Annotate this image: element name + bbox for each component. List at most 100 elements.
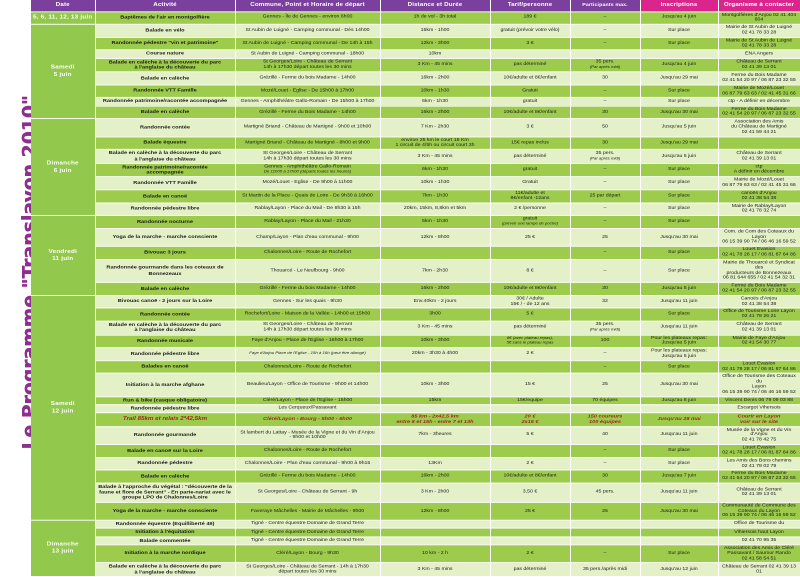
tarif-cell: 10€/adulte et 8€/enfant (490, 105, 571, 120)
commune-cell: Les Cerqueux/Passavant (235, 404, 381, 414)
inscriptions-cell: Jusqu'au 5 juin (640, 149, 719, 164)
distance-cell (380, 246, 491, 260)
organisme-cell: Vihiersois haut Layon (718, 528, 800, 538)
inscriptions-cell: Sur place (640, 444, 719, 458)
organisme-cell: Louet Evasion 02 41 78 28 17 / 06 81 87 6… (718, 360, 800, 374)
activity-cell: Run & bike (casque obligatoire) (95, 396, 236, 406)
table-row: Initiation à la marche nordique Cléré/Lay… (31, 544, 800, 564)
participants-cell: 30 (570, 105, 641, 120)
organisme-cell: Office de Tourisme Loire Layon 02 41 78 2… (718, 308, 800, 322)
tarif-cell: pas déterminé (490, 58, 571, 73)
table-row: Samedi 12 juin Bivouac canoë - 2 jours sur… (31, 295, 800, 521)
participants-cell: – (570, 97, 641, 107)
inscriptions-cell: Jusqu'au 29 mai (640, 71, 719, 86)
commune-cell: St Martin de la Place - Quais de Loire -… (235, 189, 381, 204)
tarif-cell: 20 €2x15 € (490, 412, 571, 427)
distance-cell: 15km - 1h00 (380, 24, 491, 38)
activity-cell: Balade en calèche (95, 105, 236, 120)
commune-cell: Rochefort/Loire - Maison de la Vallée - … (235, 308, 381, 322)
distance-cell: 16km - 2h00 (380, 282, 491, 296)
commune-cell: Chalonnes/Loire - Route de Rochefort (235, 360, 381, 374)
commune-cell: Grézillé - Ferme du bois Madame - 14h00 (235, 470, 381, 484)
activity-cell: Balade en calèche (95, 470, 236, 484)
activity-cell: Randonnée patrimoine/racontée accompagné… (95, 97, 236, 107)
activity-cell: Randonnée musicale (95, 334, 236, 349)
organisme-cell: Les Amis des Bons chemins 02 41 78 02 79 (718, 457, 800, 471)
tarif-cell (490, 536, 571, 546)
participants-cell: 100 (570, 334, 641, 349)
activity-cell: Randonnée patrimoine/racontée accompagnée (95, 163, 236, 178)
commune-cell: St Georges/Loire - Château de Serrant 14h… (235, 58, 381, 73)
activity-cell: Balade en calèche à la découverte du par… (95, 562, 236, 577)
activity-cell: Balades en canoë (95, 360, 236, 374)
organisme-cell: Château de Serrant 02 41 39 13 01 (718, 483, 800, 503)
column-header-inscriptions: inscriptions (640, 0, 719, 12)
commune-cell: Champ/Layon - Plan d'eau communal - 9h00 (235, 228, 381, 247)
commune-cell: Tigné - Centre équestre Domaine de Grand… (235, 528, 381, 538)
distance-cell (380, 536, 491, 546)
organisme-cell (718, 136, 800, 151)
organisme-cell: Com. de Com des Coteaux du Layon 06 15 39… (718, 228, 800, 247)
participants-cell: – (570, 215, 641, 229)
distance-cell: 3 Km - 45 mins (380, 58, 491, 73)
distance-cell: 10 km - 2 h (380, 544, 491, 564)
column-header-tarif-personne: Tarif/personne (490, 0, 571, 12)
participants-cell: 45 pers. (570, 483, 641, 503)
participants-cell: 40 (570, 426, 641, 445)
date-cell: 5, 6, 11, 12, 13 juin (31, 11, 96, 25)
participants-cell: 50 (570, 118, 641, 138)
commune-cell: St Georges/Loire - Château de Serrant - … (235, 483, 381, 503)
organisme-cell: Escargot Vihersois (718, 404, 800, 414)
inscriptions-cell: Sur place (640, 360, 719, 374)
participants-cell (570, 404, 641, 414)
organisme-cell: Courir en Layon voir sur le site (718, 412, 800, 427)
tarif-cell: 2 € (490, 347, 571, 361)
participants-cell: 25 (570, 373, 641, 397)
table-row: Randonnée gourmande dans les coteaux de B… (31, 259, 800, 283)
table-row: Randonnée musicale Faye d'Anjou - Place d… (31, 334, 800, 349)
commune-cell: Gennes - Amphithéâtre Gallo-Romain - De … (235, 97, 381, 107)
distance-cell: 13Km (380, 457, 491, 471)
table-row: Randonnée VTT Famille Mozé/Louet - Eglise… (31, 84, 800, 99)
participants-cell: – (570, 246, 641, 260)
activity-cell: Balade équestre (95, 136, 236, 151)
inscriptions-cell: Jusqu'au 4 juin (640, 58, 719, 73)
tarif-cell: 11€/adulte et 8€/enfant -12ans (490, 189, 571, 204)
inscriptions-cell: Sur place (640, 84, 719, 99)
organisme-cell: Château de Serrant 02 41 39 13 01 (718, 58, 800, 73)
commune-cell: Grézillé - Ferme du bois Madame - 14h00 (235, 71, 381, 86)
inscriptions-cell: Jusqu'au 29 mai (640, 136, 719, 151)
inscriptions-cell: Sur place (640, 308, 719, 322)
commune-cell: Chalonnes/Loire - Route de Rochefort (235, 246, 381, 260)
table-row: Randonnée VTT Famille Mozé/Louet - Eglise… (31, 176, 800, 191)
activity-cell: Randonnée gourmande dans les coteaux de B… (95, 259, 236, 283)
activity-cell: Yoga de la marche - marche consciente (95, 228, 236, 247)
inscriptions-cell: Jusqu'au 11 juin (640, 483, 719, 503)
inscriptions-cell (640, 536, 719, 546)
organisme-cell: Ferme du Bois Madame 02 41 54 20 97 / 06 … (718, 282, 800, 296)
participants-cell (570, 528, 641, 538)
tarif-cell (490, 444, 571, 458)
tarif-cell (490, 246, 571, 260)
participants-cell: 25 (570, 228, 641, 247)
tarif-cell: Gratuit (490, 176, 571, 191)
participants-cell: 25 par départ (570, 189, 641, 204)
participants-cell: 30 (570, 136, 641, 151)
commune-cell: St Georges/Loire - Château de Serrant 14h… (235, 149, 381, 164)
commune-cell: Mozé/Louet - Eglise - De 15h00 à 17h00 (235, 84, 381, 99)
commune-cell: Thouarcé - Le Neufbourg - 9h00 (235, 259, 381, 283)
table-row: Samedi 5 juin Balade en vélo St Aubin de Lu… (31, 24, 800, 120)
distance-cell (380, 520, 491, 529)
inscriptions-cell: Jusqu'au 28 mai (640, 412, 719, 427)
column-header-distance-et-dur-e: Distance et Durée (380, 0, 491, 12)
tarif-cell: 8€ (avec plateau repas), 5€ sans le plate… (490, 334, 571, 349)
table-row: Randonnée patrimoine/racontée accompagné… (31, 97, 800, 107)
inscriptions-cell: Sur place (640, 457, 719, 471)
tarif-cell: pas déterminé (490, 562, 571, 577)
organisme-cell: Mairie de Thouarcé et Syndicat des produc… (718, 259, 800, 283)
activity-cell: Randonnée VTT Famille (95, 84, 236, 99)
table-row: Balade en calèche à la découverte du par… (31, 321, 800, 336)
activity-cell: Balade en calèche à la découverte du par… (95, 321, 236, 336)
tarif-cell: 189 € (490, 11, 571, 25)
